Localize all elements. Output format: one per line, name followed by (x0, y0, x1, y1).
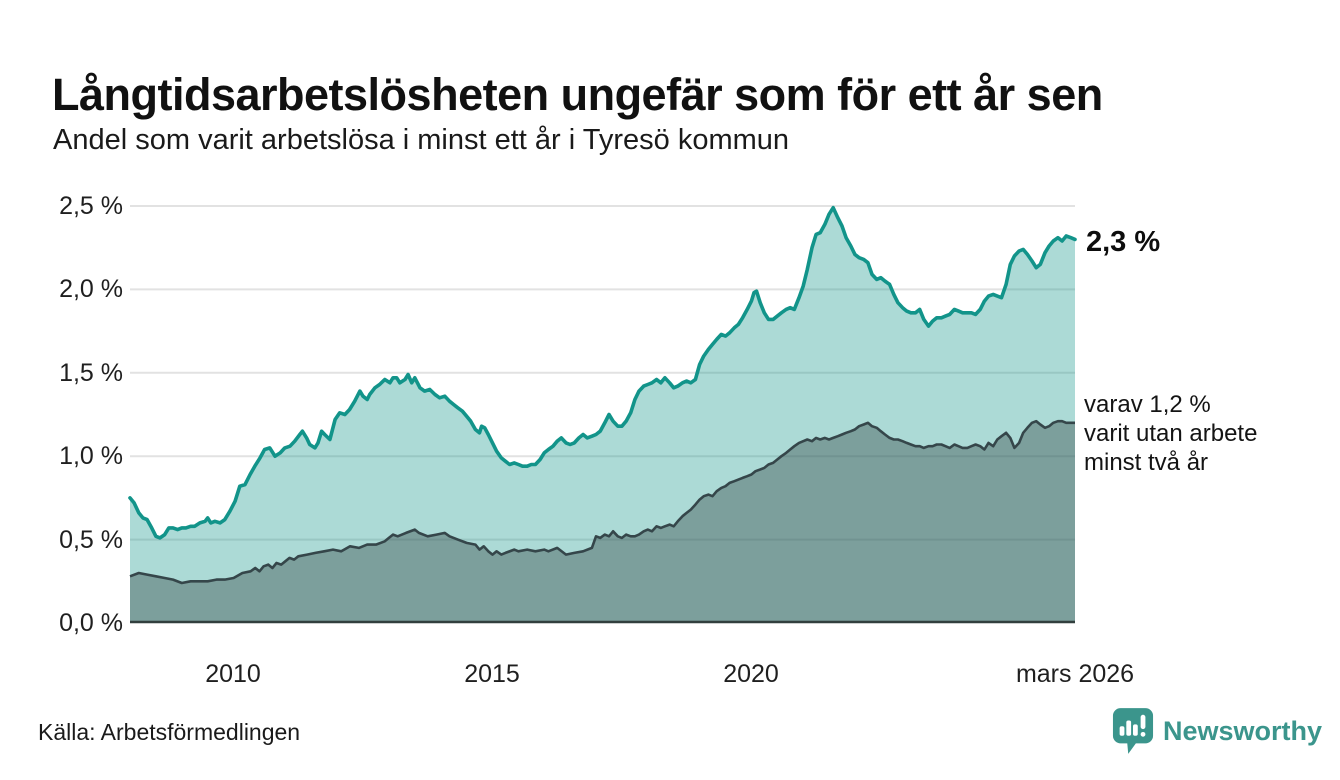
x-tick-label: 2020 (723, 660, 779, 688)
y-tick-label: 0,0 % (59, 609, 123, 637)
series-end-value-label: 2,3 % (1086, 226, 1161, 258)
y-tick-label: 2,5 % (59, 192, 123, 220)
newsworthy-wordmark: Newsworthy (1163, 715, 1323, 746)
source-attribution: Källa: Arbetsförmedlingen (38, 719, 301, 745)
chart-plot (128, 205, 1077, 624)
y-tick-label: 2,0 % (59, 275, 123, 303)
page-title: Långtidsarbetslösheten ungefär som för e… (52, 69, 1103, 121)
annotation-line: varit utan arbete (1084, 420, 1258, 447)
x-tick-label: mars 2026 (1015, 660, 1135, 688)
y-tick-label: 1,0 % (59, 442, 123, 470)
newsworthy-brand: Newsworthy (1112, 705, 1322, 757)
subset-series-annotation: varav 1,2 % varit utan arbete minst två … (1084, 390, 1257, 477)
x-tick-label: 2010 (205, 660, 261, 688)
annotation-line: varav 1,2 % (1084, 391, 1211, 418)
annotation-line: minst två år (1084, 449, 1209, 476)
newsworthy-logo-icon (1112, 708, 1154, 754)
chart-subtitle: Andel som varit arbetslösa i minst ett å… (53, 124, 790, 156)
y-tick-label: 1,5 % (59, 359, 123, 387)
x-tick-label: 2015 (464, 660, 520, 688)
y-tick-label: 0,5 % (59, 526, 123, 554)
